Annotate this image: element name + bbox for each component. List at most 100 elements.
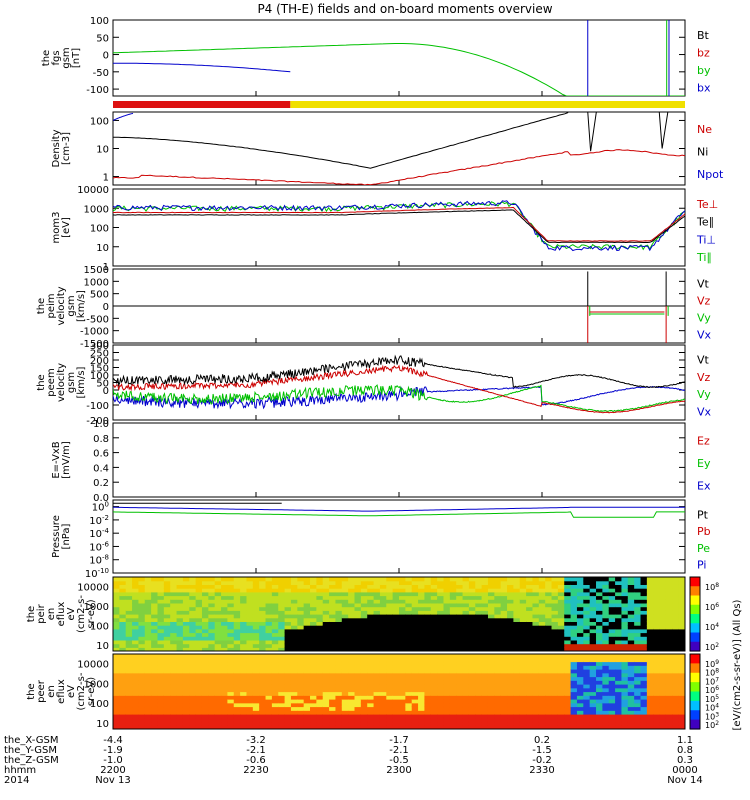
- heatmap-cell: [494, 654, 502, 659]
- heatmap-cell: [341, 577, 349, 582]
- colorbar-cell: [690, 704, 700, 708]
- heatmap-cell: [424, 606, 432, 611]
- heatmap-cell: [538, 687, 546, 693]
- heatmap-cell: [182, 584, 190, 589]
- heatmap-cell: [227, 577, 235, 582]
- heatmap-cell: [208, 602, 216, 608]
- heatmap-cell: [227, 725, 235, 729]
- heatmap-cell: [297, 691, 305, 696]
- heatmap-cell: [507, 691, 514, 696]
- heatmap-cell: [157, 706, 165, 711]
- heatmap-cell: [424, 699, 432, 704]
- heatmap-cell: [678, 702, 685, 708]
- heatmap-cell: [138, 628, 146, 634]
- heatmap-cell: [500, 617, 508, 622]
- heatmap-cell: [354, 639, 362, 645]
- heatmap-cell: [405, 614, 413, 619]
- heatmap-cell: [322, 599, 330, 604]
- heatmap-cell: [208, 588, 216, 593]
- heatmap-cell: [182, 699, 190, 704]
- heatmap-cell: [386, 628, 394, 634]
- heatmap-cell: [615, 661, 623, 666]
- heatmap-cell: [602, 577, 610, 582]
- heatmap-cell: [240, 714, 248, 719]
- heatmap-cell: [221, 580, 228, 585]
- heatmap-cell: [424, 665, 432, 670]
- heatmap-cell: [519, 665, 527, 670]
- heatmap-cell: [602, 721, 610, 726]
- heatmap-cell: [564, 580, 572, 585]
- heatmap-cell: [653, 599, 661, 604]
- heatmap-cell: [354, 687, 362, 693]
- heatmap-cell: [157, 647, 165, 651]
- heatmap-cell: [119, 672, 127, 678]
- heatmap-cell: [360, 714, 368, 719]
- heatmap-cell: [322, 691, 330, 696]
- heatmap-cell: [507, 595, 514, 600]
- y-tick-label: 10-2: [89, 514, 109, 527]
- heatmap-cell: [252, 588, 260, 593]
- heatmap-cell: [348, 702, 356, 708]
- heatmap-cell: [392, 687, 400, 693]
- heatmap-cell: [634, 632, 642, 637]
- heatmap-cell: [443, 654, 451, 659]
- heatmap-cell: [627, 714, 635, 719]
- heatmap-cell: [411, 714, 419, 719]
- heatmap-cell: [322, 602, 330, 608]
- heatmap-cell: [170, 602, 178, 608]
- heatmap-cell: [195, 699, 203, 704]
- heatmap-cell: [119, 684, 127, 689]
- y-axis-label: gsm: [66, 372, 77, 393]
- heatmap-cell: [265, 717, 273, 723]
- heatmap-cell: [271, 599, 279, 604]
- heatmap-cell: [678, 691, 685, 696]
- heatmap-cell: [221, 669, 228, 674]
- heatmap-cell: [627, 672, 635, 678]
- heatmap-cell: [265, 577, 273, 582]
- heatmap-cell: [494, 702, 502, 708]
- heatmap-cell: [411, 643, 419, 648]
- heatmap-cell: [195, 684, 203, 689]
- heatmap-cell: [176, 599, 184, 604]
- heatmap-cell: [526, 657, 534, 663]
- heatmap-cell: [182, 714, 190, 719]
- heatmap-cell: [132, 669, 140, 674]
- heatmap-cell: [151, 591, 159, 597]
- series-Npot: [113, 112, 134, 121]
- colorbar-cell: [690, 599, 700, 602]
- heatmap-cell: [462, 665, 470, 670]
- heatmap-cell: [627, 636, 635, 641]
- heatmap-cell: [678, 725, 685, 729]
- heatmap-cell: [405, 665, 413, 670]
- heatmap-cell: [227, 676, 235, 681]
- heatmap-cell: [392, 591, 400, 597]
- heatmap-cell: [233, 647, 241, 651]
- heatmap-cell: [634, 580, 642, 585]
- heatmap-cell: [151, 717, 159, 723]
- heatmap-cell: [487, 654, 495, 659]
- heatmap-cell: [602, 602, 610, 608]
- y-tick-label: 10-4: [89, 527, 109, 540]
- heatmap-cell: [151, 721, 159, 726]
- heatmap-cell: [348, 672, 356, 678]
- heatmap-cell: [227, 591, 235, 597]
- heatmap-cell: [443, 606, 451, 611]
- heatmap-cell: [405, 714, 413, 719]
- heatmap-cell: [653, 606, 661, 611]
- heatmap-cell: [653, 654, 661, 659]
- heatmap-cell: [322, 591, 330, 597]
- heatmap-cell: [640, 695, 648, 700]
- heatmap-cell: [170, 680, 178, 685]
- heatmap-cell: [672, 695, 680, 700]
- y-axis-label: eV: [66, 685, 77, 698]
- heatmap-cell: [157, 599, 165, 604]
- heatmap-cell: [456, 610, 464, 615]
- heatmap-cell: [354, 614, 362, 619]
- heatmap-cell: [500, 657, 508, 663]
- heatmap-cell: [564, 684, 572, 689]
- heatmap-cell: [570, 621, 578, 626]
- heatmap-cell: [290, 710, 298, 715]
- y-tick-label: 10-8: [89, 554, 109, 567]
- heatmap-cell: [240, 699, 248, 704]
- heatmap-cell: [284, 643, 292, 648]
